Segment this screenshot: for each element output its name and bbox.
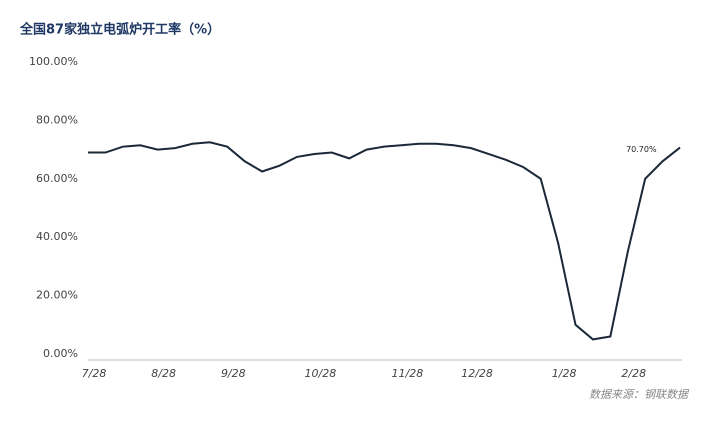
x-tick-label: 9/28 <box>221 367 246 380</box>
x-tick-label: 11/28 <box>392 367 424 380</box>
x-tick-label: 7/28 <box>82 367 107 380</box>
x-tick-label: 8/28 <box>151 367 176 380</box>
x-tick-label: 2/28 <box>621 367 646 380</box>
y-tick-label: 40.00% <box>36 230 78 243</box>
chart-title: 全国87家独立电弧炉开工率（%） <box>19 22 220 38</box>
x-tick-label: 1/28 <box>552 367 577 380</box>
annotation: 70.70% <box>626 145 657 154</box>
y-tick-label: 20.00% <box>36 289 78 302</box>
y-tick-label: 0.00% <box>43 347 78 360</box>
x-tick-label: 12/28 <box>461 367 493 380</box>
y-tick-label: 60.00% <box>36 172 78 185</box>
data-line <box>88 141 681 341</box>
x-tick-label: 10/28 <box>305 367 337 380</box>
source-note: 数据来源：钢联数据 <box>589 388 690 401</box>
y-tick-label: 100.00% <box>29 55 78 68</box>
y-tick-label: 80.00% <box>36 113 78 126</box>
